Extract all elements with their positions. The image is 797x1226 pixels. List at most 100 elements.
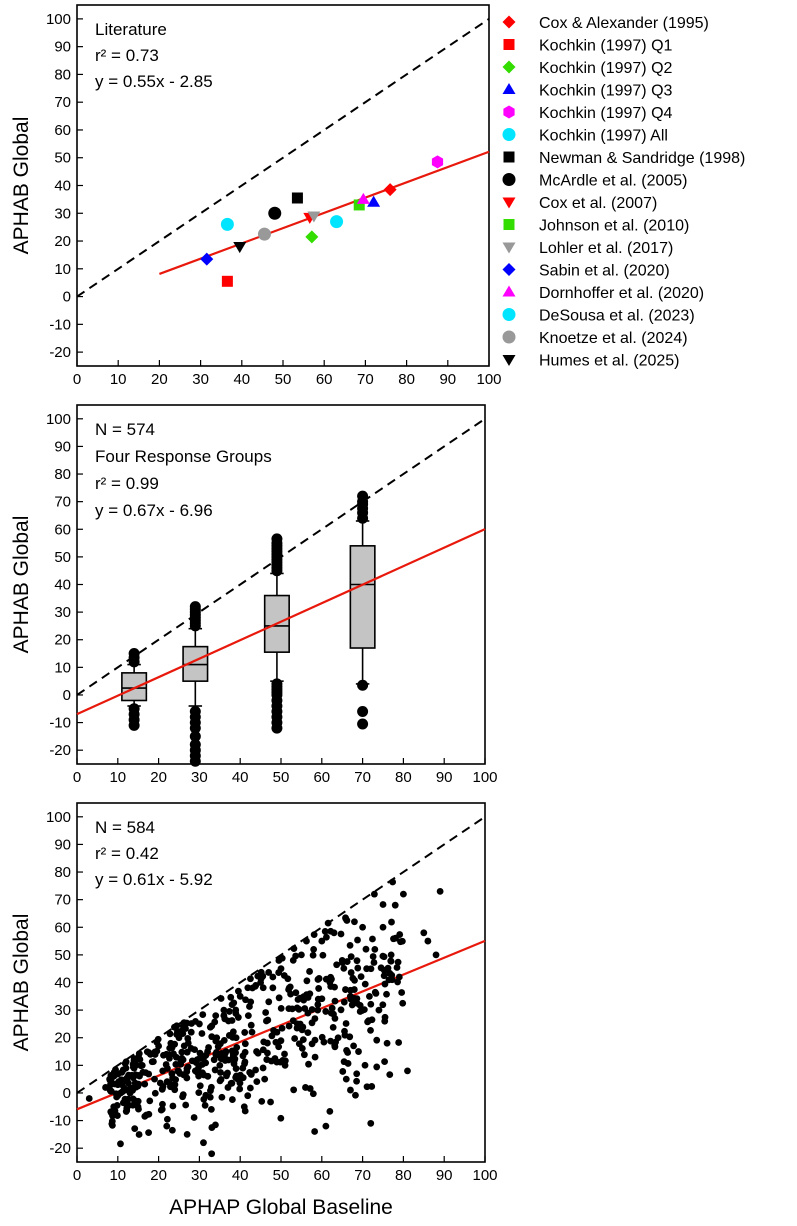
y-tick-label: 100 <box>46 11 71 28</box>
y-tick-label: 10 <box>54 659 71 676</box>
data-point <box>139 1068 147 1076</box>
legend-label: DeSousa et al. (2023) <box>539 308 695 325</box>
data-point <box>269 984 277 992</box>
data-point <box>381 1058 388 1066</box>
data-point <box>235 987 242 995</box>
data-point <box>151 1089 159 1097</box>
legend: Cox & Alexander (1995) Kochkin (1997) Q1 K… <box>502 15 745 370</box>
data-point <box>326 1107 334 1115</box>
data-point <box>180 1019 188 1027</box>
data-point <box>218 1093 226 1101</box>
x-tick-label: 90 <box>439 371 456 388</box>
y-tick-label: 70 <box>54 94 71 111</box>
data-point <box>432 951 440 959</box>
data-point <box>354 964 362 972</box>
data-point <box>254 1049 262 1057</box>
data-point <box>322 1008 330 1015</box>
data-point <box>172 1053 180 1061</box>
data-point <box>182 1101 190 1109</box>
data-point <box>206 1023 214 1031</box>
data-point <box>207 1105 215 1113</box>
annotations: N = 584 r² = 0.42 y = 0.61x - 5.92 <box>95 818 213 889</box>
data-point <box>381 980 389 988</box>
data-point <box>121 1060 129 1067</box>
data-point <box>349 974 357 982</box>
legend-label: Kochkin (1997) Q1 <box>539 38 673 55</box>
data-point <box>289 1017 297 1025</box>
data-point <box>196 1049 204 1057</box>
data-point <box>200 1095 208 1103</box>
data-point <box>308 1019 316 1027</box>
data-point <box>137 1062 145 1070</box>
data-point <box>113 1093 121 1101</box>
data-point <box>166 1030 174 1038</box>
data-point <box>247 975 254 983</box>
box-group <box>121 648 148 731</box>
data-point <box>231 1055 239 1063</box>
x-tick-label: 70 <box>357 371 374 388</box>
data-point <box>218 1049 226 1057</box>
outlier-point <box>189 730 201 742</box>
data-points <box>200 155 444 287</box>
data-point <box>177 1057 185 1065</box>
outlier-point <box>357 706 369 718</box>
legend-label: Johnson et al. (2010) <box>539 218 689 235</box>
data-point <box>347 969 355 976</box>
legend-marker <box>503 151 515 163</box>
data-point <box>217 1069 224 1076</box>
data-point <box>195 1089 203 1097</box>
data-point <box>387 951 395 959</box>
data-point <box>196 1082 204 1090</box>
data-point <box>225 1056 232 1064</box>
data-point <box>339 1068 347 1075</box>
data-point <box>234 1014 242 1021</box>
data-point <box>303 991 310 999</box>
data-point <box>291 1035 299 1042</box>
legend-label: McArdle et al. (2005) <box>539 173 688 190</box>
data-point <box>327 973 335 981</box>
x-tick-label: 10 <box>110 371 127 388</box>
data-point <box>225 1017 232 1025</box>
y-tick-label: -20 <box>49 1140 71 1157</box>
data-point <box>163 1115 171 1123</box>
legend-marker <box>502 242 516 254</box>
x-tick-label: 60 <box>313 1167 330 1184</box>
x-tick-label: 40 <box>233 371 250 388</box>
data-point <box>356 1002 364 1009</box>
data-point <box>225 1032 233 1039</box>
legend-marker <box>502 197 516 209</box>
y-tick-label: -10 <box>49 1113 71 1130</box>
data-point <box>377 964 385 972</box>
data-point <box>273 1058 281 1066</box>
data-point <box>310 945 318 953</box>
data-point <box>221 275 233 287</box>
legend-marker <box>502 330 516 344</box>
y-tick-label: 30 <box>54 604 71 621</box>
data-point <box>327 1009 335 1017</box>
data-point <box>332 1038 339 1046</box>
legend-marker <box>502 263 516 276</box>
data-point <box>278 1024 286 1032</box>
data-point <box>148 1058 156 1066</box>
data-point <box>171 1023 178 1031</box>
data-point <box>212 1048 220 1056</box>
data-point <box>383 1039 391 1047</box>
data-point <box>369 935 376 943</box>
data-point <box>236 992 244 1000</box>
outlier-point <box>128 703 140 715</box>
x-tick-label: 80 <box>395 769 412 786</box>
data-point <box>295 1005 303 1013</box>
legend-label: Sabin et al. (2020) <box>539 263 670 280</box>
y-tick-label: 40 <box>54 577 71 594</box>
legend-label: Humes et al. (2025) <box>539 353 680 370</box>
data-point <box>247 1070 255 1078</box>
data-point <box>168 1126 176 1134</box>
data-point <box>341 1031 349 1039</box>
data-point <box>241 1107 249 1115</box>
data-point <box>383 990 390 998</box>
box <box>121 672 148 702</box>
data-point <box>199 1011 207 1018</box>
outlier-point <box>357 679 369 691</box>
data-point <box>193 1056 201 1064</box>
legend-marker <box>502 285 516 297</box>
